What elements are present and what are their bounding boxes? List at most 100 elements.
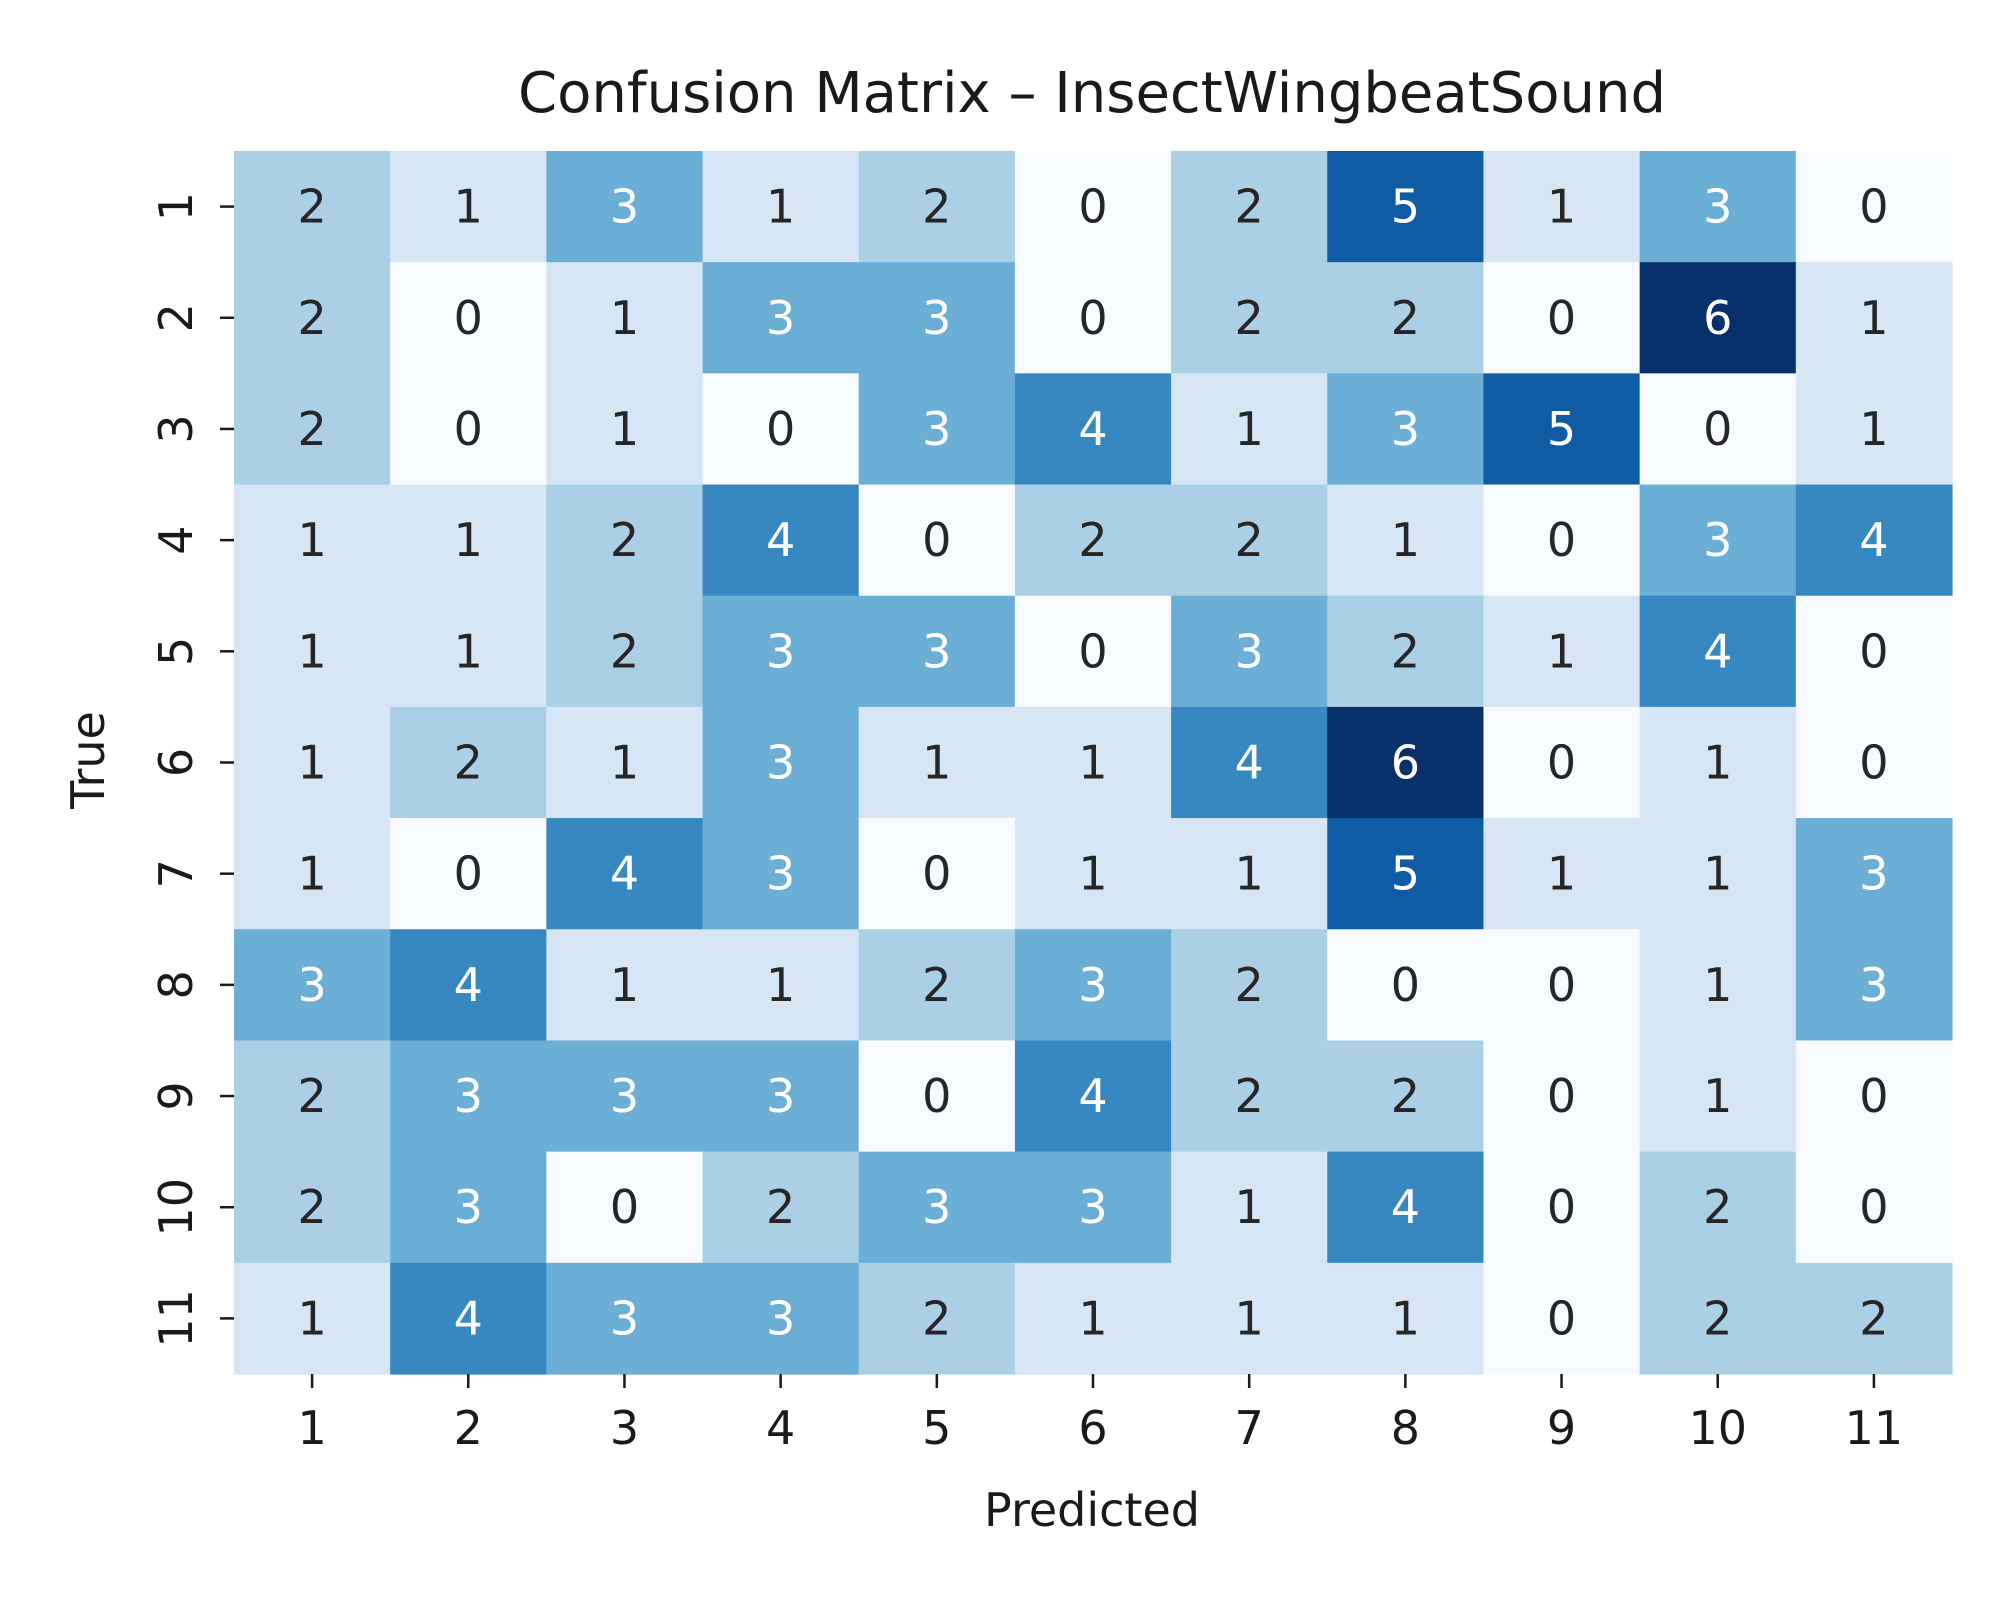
cell-value-r7-c5: 0 [922,847,951,901]
cell-value-r7-c11: 3 [1859,847,1888,901]
cell-value-r8-c7: 2 [1235,958,1264,1012]
cell-value-r9-c8: 2 [1391,1069,1420,1123]
chart-title: Confusion Matrix – InsectWingbeatSound [518,61,1666,126]
cell-r10-c4 [702,1151,860,1264]
cell-r3-c7 [1171,373,1328,486]
cell-r9-c1 [234,1040,391,1153]
cell-value-r1-c7: 2 [1235,180,1264,234]
cell-value-r1-c9: 1 [1547,180,1576,234]
cell-r6-c2 [390,706,547,819]
cell-r6-c10 [1639,706,1797,819]
cell-r4-c10 [1639,484,1797,597]
cell-value-r4-c1: 1 [297,513,326,567]
cell-value-r5-c10: 4 [1703,624,1732,678]
cell-r10-c2 [390,1151,547,1264]
cell-value-r1-c5: 2 [922,180,951,234]
x-tick-label-2: 2 [454,1401,483,1455]
cell-r9-c8 [1327,1040,1485,1153]
x-tick-label-9: 9 [1547,1401,1576,1455]
cell-r6-c1 [234,706,391,819]
cell-r7-c4 [702,818,860,930]
cell-r5-c5 [858,595,1016,708]
x-tick-label-5: 5 [922,1401,951,1455]
cell-value-r11-c8: 1 [1391,1291,1420,1345]
x-tick-label-3: 3 [610,1401,639,1455]
cell-value-r7-c7: 1 [1235,847,1264,901]
cell-r3-c10 [1639,373,1797,486]
cell-r9-c3 [546,1040,704,1153]
cell-value-r4-c11: 4 [1859,513,1888,567]
cell-value-r11-c2: 4 [454,1291,483,1345]
cell-r10-c9 [1483,1151,1641,1264]
cell-r6-c9 [1483,706,1641,819]
cell-r2-c5 [858,262,1016,374]
cell-r4-c7 [1171,484,1328,597]
cell-r5-c11 [1795,595,1953,708]
cell-r11-c4 [702,1262,860,1375]
cell-r2-c8 [1327,262,1485,374]
cell-r8-c6 [1014,929,1172,1042]
cell-value-r10-c2: 3 [454,1180,483,1234]
cell-r7-c10 [1639,818,1797,930]
cell-r10-c11 [1795,1151,1953,1264]
cell-r1-c9 [1483,151,1641,263]
y-axis-label: True [61,711,115,810]
y-tick-label-9: 9 [149,1081,203,1110]
cell-value-r7-c3: 4 [610,847,639,901]
cell-value-r9-c2: 3 [454,1069,483,1123]
cell-r10-c5 [858,1151,1016,1264]
cell-r1-c2 [390,151,547,263]
cell-value-r11-c5: 2 [922,1291,951,1345]
cell-r11-c9 [1483,1262,1641,1375]
cell-value-r7-c6: 1 [1078,847,1107,901]
x-axis: 1 2 3 4 5 6 7 8 9 10 11 [297,1374,1903,1455]
cell-r7-c1 [234,818,391,930]
x-tick-label-11: 11 [1845,1401,1904,1455]
cell-value-r10-c8: 4 [1391,1180,1420,1234]
cell-value-r6-c3: 1 [610,736,639,790]
cell-value-r4-c4: 4 [766,513,795,567]
cell-r3-c2 [390,373,547,486]
cell-r10-c10 [1639,1151,1797,1264]
cell-value-r7-c1: 1 [297,847,326,901]
cell-value-r5-c6: 0 [1078,624,1107,678]
cell-r11-c10 [1639,1262,1797,1375]
cell-r3-c5 [858,373,1016,486]
cell-r8-c9 [1483,929,1641,1042]
cell-r6-c8 [1327,706,1485,819]
cell-r4-c9 [1483,484,1641,597]
cell-value-r6-c8: 6 [1391,736,1420,790]
y-axis: 1 2 3 4 5 6 7 8 9 10 11 [149,192,234,1348]
cell-r7-c8 [1327,818,1485,930]
cell-value-r3-c8: 3 [1391,402,1420,456]
cell-r1-c5 [858,151,1016,263]
cell-r1-c3 [546,151,704,263]
cell-value-r11-c11: 2 [1859,1291,1888,1345]
cell-r1-c8 [1327,151,1485,263]
cell-r6-c3 [546,706,704,819]
cell-value-r11-c4: 3 [766,1291,795,1345]
cell-r4-c11 [1795,484,1953,597]
cell-r1-c11 [1795,151,1953,263]
cell-value-r3-c5: 3 [922,402,951,456]
cell-r3-c11 [1795,373,1953,486]
cell-value-r8-c8: 0 [1391,958,1420,1012]
cell-r11-c6 [1014,1262,1172,1375]
cell-value-r10-c6: 3 [1078,1180,1107,1234]
cell-r6-c7 [1171,706,1328,819]
x-tick-label-6: 6 [1078,1401,1107,1455]
cell-value-r8-c4: 1 [766,958,795,1012]
cell-r8-c8 [1327,929,1485,1042]
cell-value-r5-c5: 3 [922,624,951,678]
cell-r2-c7 [1171,262,1328,374]
cell-value-r10-c3: 0 [610,1180,639,1234]
cell-r7-c5 [858,818,1016,930]
y-tick-label-8: 8 [149,970,203,999]
cell-value-r6-c7: 4 [1235,736,1264,790]
cell-value-r5-c11: 0 [1859,624,1888,678]
cell-value-r5-c9: 1 [1547,624,1576,678]
cell-r11-c3 [546,1262,704,1375]
cell-value-r9-c9: 0 [1547,1069,1576,1123]
cell-value-r11-c1: 1 [297,1291,326,1345]
cell-r9-c10 [1639,1040,1797,1153]
